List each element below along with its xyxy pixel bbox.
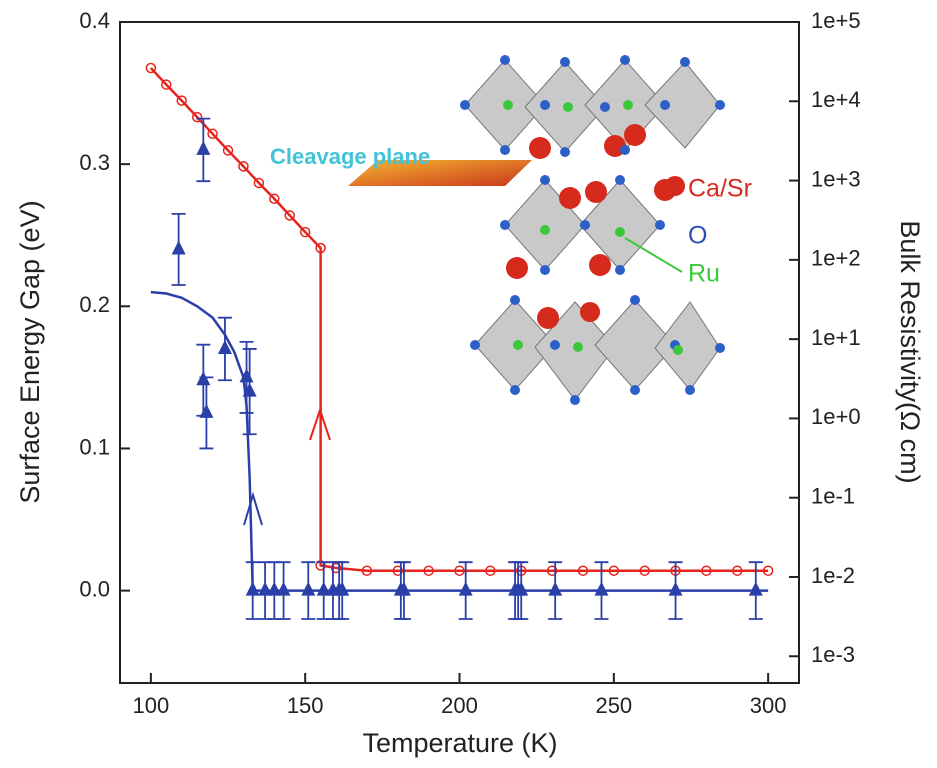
annotation: O bbox=[688, 222, 707, 250]
x-tick-label: 250 bbox=[595, 693, 632, 718]
y2-tick-label: 1e+0 bbox=[811, 404, 861, 429]
y2-tick-label: 1e+4 bbox=[811, 87, 861, 112]
y-tick-label: 0.4 bbox=[79, 8, 110, 33]
data-point bbox=[668, 581, 683, 596]
data-point bbox=[423, 565, 434, 576]
annotation: Cleavage plane bbox=[270, 144, 430, 169]
data-point bbox=[315, 560, 326, 571]
data-point bbox=[608, 565, 620, 576]
data-point bbox=[299, 226, 311, 238]
data-point bbox=[238, 161, 249, 172]
data-point bbox=[748, 581, 763, 596]
direction-arrow bbox=[243, 491, 263, 526]
data-point bbox=[335, 581, 350, 596]
data-point bbox=[207, 128, 218, 140]
y2-tick-label: 1e-2 bbox=[811, 563, 855, 588]
data-point bbox=[548, 581, 563, 596]
y2-tick-label: 1e-3 bbox=[811, 642, 855, 667]
data-point bbox=[458, 581, 473, 596]
data-point bbox=[196, 140, 211, 155]
data-point bbox=[361, 565, 373, 576]
x-axis-title: Temperature (K) bbox=[362, 728, 557, 758]
data-point bbox=[762, 565, 774, 576]
data-point bbox=[222, 145, 234, 156]
data-point bbox=[171, 240, 186, 255]
data-point bbox=[276, 581, 291, 596]
data-point bbox=[577, 565, 589, 576]
series-line bbox=[149, 67, 769, 572]
data-point bbox=[454, 565, 465, 576]
y-tick-label: 0.1 bbox=[79, 434, 110, 459]
crystal-inset bbox=[460, 55, 725, 405]
y2-tick-label: 1e+5 bbox=[811, 8, 861, 33]
data-point bbox=[267, 581, 282, 596]
data-point bbox=[191, 111, 203, 123]
data-point bbox=[269, 193, 280, 205]
cleavage-plane bbox=[348, 160, 532, 186]
data-point bbox=[242, 382, 257, 397]
data-point bbox=[330, 562, 342, 574]
y2-tick-label: 1e+3 bbox=[811, 166, 861, 191]
y-tick-label: 0.3 bbox=[79, 150, 110, 175]
data-point bbox=[594, 581, 609, 596]
data-point bbox=[284, 210, 295, 221]
data-point bbox=[301, 581, 316, 596]
data-point bbox=[199, 403, 214, 418]
data-point bbox=[245, 581, 260, 596]
data-point bbox=[258, 581, 273, 596]
data-point bbox=[161, 79, 172, 90]
data-point bbox=[701, 565, 712, 576]
y-tick-label: 0.0 bbox=[79, 576, 110, 601]
y2-tick-label: 1e+2 bbox=[811, 246, 861, 271]
y2-tick-label: 1e+1 bbox=[811, 325, 861, 350]
data-point bbox=[396, 581, 411, 596]
data-point bbox=[315, 242, 326, 254]
y2-tick-label: 1e-1 bbox=[811, 484, 855, 509]
x-tick-label: 100 bbox=[133, 693, 170, 718]
data-point bbox=[485, 565, 496, 576]
x-tick-label: 150 bbox=[287, 693, 324, 718]
y-axis-title: Surface Energy Gap (eV) bbox=[15, 200, 45, 503]
data-point bbox=[392, 565, 404, 576]
x-tick-label: 200 bbox=[441, 693, 478, 718]
annotation: Ca/Sr bbox=[688, 175, 752, 203]
y2-axis-title: Bulk Resistivity(Ω cm) bbox=[895, 220, 925, 483]
data-point bbox=[145, 62, 157, 74]
annotation: Ru bbox=[688, 260, 720, 288]
y-tick-label: 0.2 bbox=[79, 292, 110, 317]
data-point bbox=[217, 339, 232, 354]
data-point bbox=[253, 177, 265, 189]
x-tick-label: 300 bbox=[750, 693, 787, 718]
data-point bbox=[316, 581, 331, 596]
data-point bbox=[176, 95, 187, 106]
data-point bbox=[546, 565, 558, 576]
data-point bbox=[514, 581, 529, 596]
data-point bbox=[732, 565, 743, 576]
data-point bbox=[639, 565, 650, 576]
